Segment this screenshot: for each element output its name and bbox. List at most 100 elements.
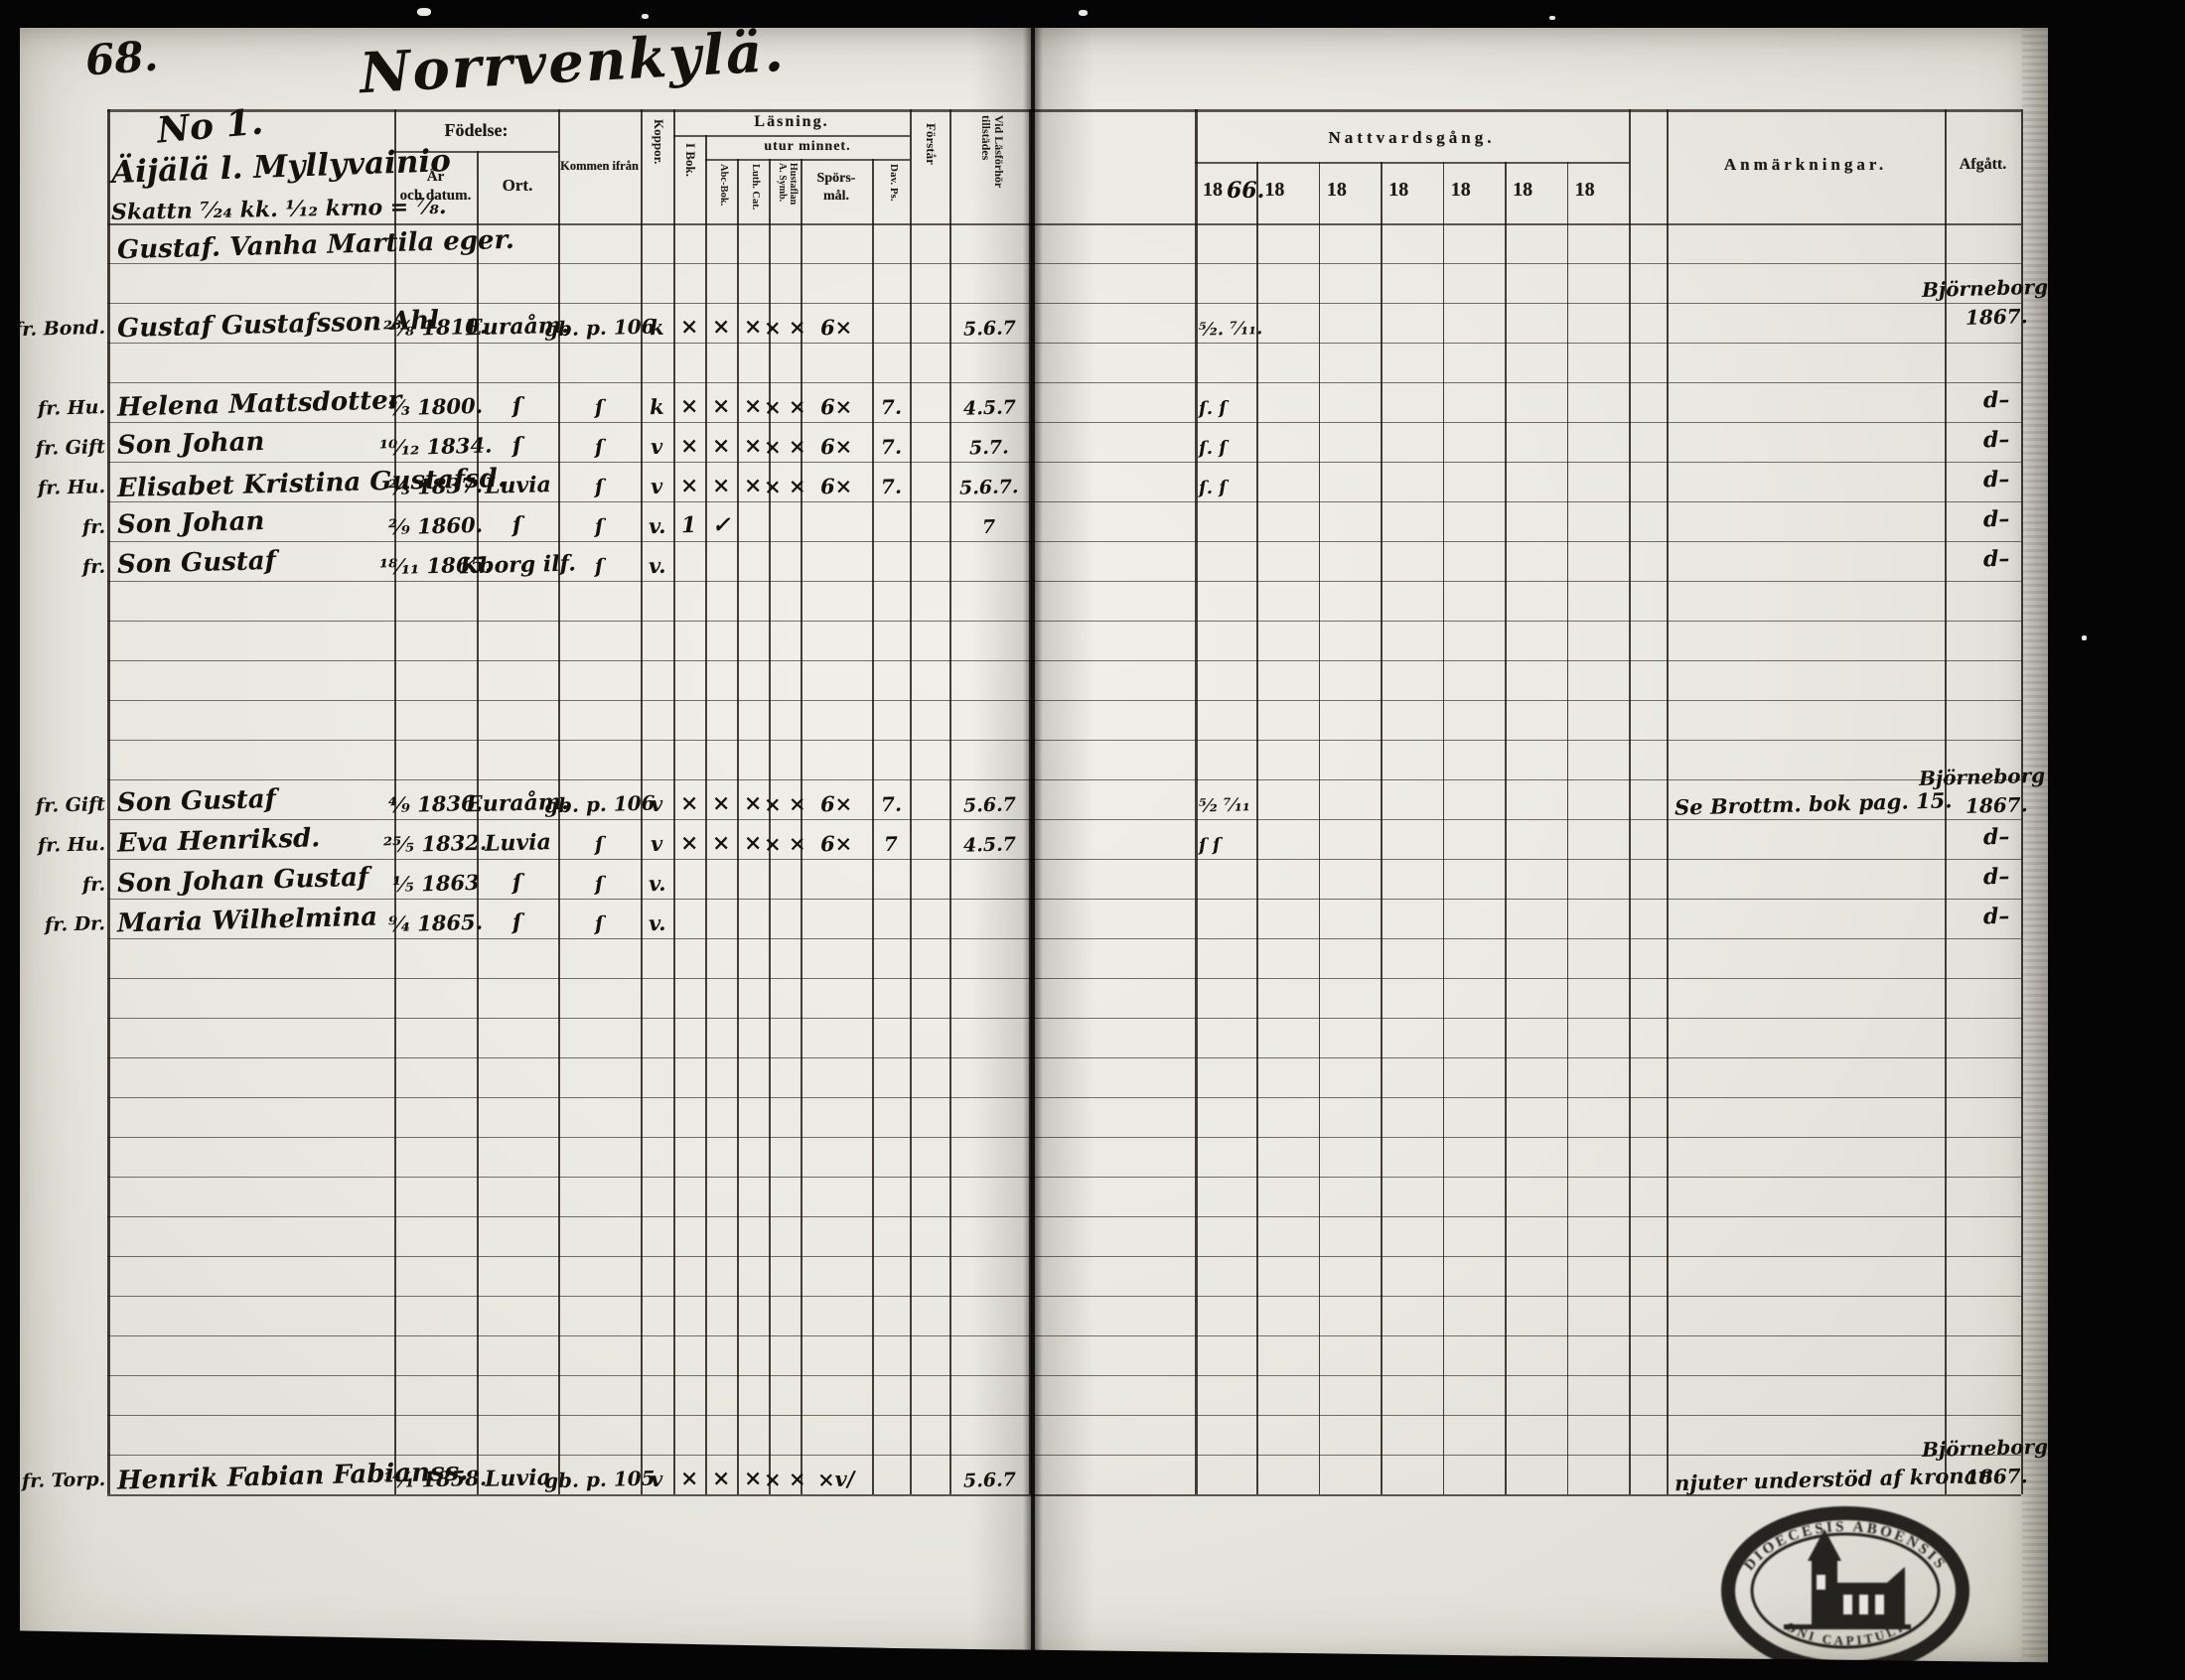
col-header-fodelse: Födelse: bbox=[444, 119, 509, 140]
row-prefix: fr. Hu. bbox=[26, 382, 106, 422]
handwritten-text: 1 bbox=[681, 511, 697, 539]
handwritten-text: × × bbox=[763, 1466, 806, 1492]
cell-abc: × bbox=[707, 819, 735, 859]
row-prefix: fr. Torp. bbox=[22, 1455, 106, 1494]
table-line bbox=[872, 159, 874, 1494]
col-header-dav-ps: Dav. Ps. bbox=[888, 164, 900, 202]
cell-birth: ²⁵⁄₅ 1832. bbox=[383, 819, 488, 859]
handwritten-text: v bbox=[651, 433, 663, 460]
table-line bbox=[107, 109, 110, 1494]
handwritten-text: 1867. bbox=[1965, 1463, 2029, 1489]
handwritten-text: 1867. bbox=[1965, 791, 2029, 818]
table-line bbox=[1256, 162, 1258, 1494]
cell-name: Maria Wilhelmina bbox=[109, 899, 392, 939]
scan-speck bbox=[642, 14, 649, 19]
year-printed: 18 bbox=[1326, 179, 1347, 201]
cell-ibok: × bbox=[675, 303, 703, 343]
handwritten-text: d– bbox=[1982, 823, 2010, 850]
handwritten-text: ¹⁴⁄₁ 1858. bbox=[383, 1465, 488, 1493]
handwritten-text: v. bbox=[648, 910, 666, 936]
row-prefix: fr. Dr. bbox=[26, 899, 106, 938]
cell-name: Son Johan bbox=[109, 501, 392, 541]
handwritten-text: ſ. ſ bbox=[1198, 397, 1228, 420]
cell-ort: ſ bbox=[479, 501, 556, 541]
handwritten-text: fr. Hu. bbox=[37, 396, 106, 420]
handwritten-text: × bbox=[743, 313, 763, 341]
handwritten-text: × bbox=[743, 1465, 763, 1492]
church-icon bbox=[1784, 1529, 1911, 1629]
handwritten-text: ſ bbox=[594, 394, 605, 420]
handwritten-text: gb. p. 106 bbox=[543, 790, 656, 818]
table-line bbox=[1505, 162, 1507, 1494]
row-prefix: fr. Gift bbox=[26, 779, 106, 819]
col-header-kommen-ifran: Kommen ifrån bbox=[560, 158, 639, 173]
handwritten-text: d– bbox=[1982, 466, 2010, 492]
handwritten-text: ¹⁰⁄₁₂ 1834. bbox=[378, 432, 493, 461]
table-line bbox=[910, 109, 912, 1494]
cell-hust: × × bbox=[763, 1455, 805, 1494]
table-line bbox=[1195, 162, 1629, 164]
handwritten-text: × × bbox=[763, 790, 806, 817]
handwritten-text: × bbox=[743, 392, 763, 420]
handwritten-text: 6× bbox=[819, 393, 853, 420]
table-line bbox=[1945, 109, 1947, 1494]
table-line bbox=[1381, 162, 1383, 1494]
handwritten-text: Son Johan bbox=[116, 427, 265, 461]
handwritten-text: fr. Torp. bbox=[21, 1468, 106, 1493]
handwritten-text: 7. bbox=[880, 434, 902, 460]
scan-edge-right bbox=[2048, 0, 2185, 1680]
cell-ort: ſ bbox=[479, 382, 556, 422]
handwritten-text: ⁹⁄₃ 1800. bbox=[387, 392, 484, 421]
cell-ort: ſ bbox=[479, 859, 556, 899]
cell-luth: × bbox=[739, 422, 767, 462]
handwritten-text: × bbox=[711, 472, 731, 499]
table-line bbox=[1629, 109, 1631, 1494]
handwritten-text: ſ bbox=[511, 432, 523, 460]
handwritten-text: ✓ bbox=[711, 511, 731, 539]
handwritten-text: d– bbox=[1982, 426, 2010, 453]
cell-abc: × bbox=[707, 303, 735, 343]
handwritten-text: 6× bbox=[819, 473, 853, 499]
scan-edge-left bbox=[0, 0, 20, 1680]
cell-koppor: v. bbox=[643, 899, 671, 938]
cell-ibok: × bbox=[675, 422, 703, 462]
handwritten-text: ſ bbox=[594, 831, 605, 857]
cell-abc: × bbox=[707, 422, 735, 462]
cell-nattvardsgang: ⁵⁄₂ ⁷⁄₁₁ bbox=[1199, 779, 1300, 819]
cell-birth: ¹⁰⁄₁₂ 1834. bbox=[379, 422, 493, 462]
handwritten-text: × × bbox=[763, 830, 806, 857]
cell-davps: 7. bbox=[874, 462, 908, 501]
handwritten-text: Eva Henriksd. bbox=[116, 823, 321, 859]
year-column-header: 18 bbox=[1513, 167, 1564, 216]
archive-seal: DIOECESIS ABOENSIS ONI CAPITULI bbox=[1721, 1506, 1969, 1675]
handwritten-text: fr. Hu. bbox=[37, 476, 106, 499]
year-printed: 18 bbox=[1450, 179, 1471, 201]
cell-ort: ſ bbox=[479, 422, 556, 462]
col-header-i-bok: I Bok. bbox=[683, 143, 698, 177]
cell-davps: 7. bbox=[874, 779, 908, 819]
handwritten-text: × bbox=[711, 789, 731, 817]
table-line bbox=[394, 109, 396, 1494]
cell-from: ſ bbox=[560, 859, 639, 899]
col-header-forstar: Förstår bbox=[924, 123, 939, 165]
cell-koppor: v bbox=[643, 1455, 671, 1494]
year-printed: 18 bbox=[1264, 179, 1285, 201]
year-printed: 18 bbox=[1513, 179, 1533, 201]
cell-anmarkningar: njuter understöd af kronan. bbox=[1675, 1455, 2000, 1496]
row-prefix: fr. Hu. bbox=[26, 462, 106, 501]
handwritten-text: Luvia bbox=[484, 1465, 551, 1492]
cell-from: ſ bbox=[560, 501, 639, 541]
handwritten-text: v bbox=[651, 790, 663, 817]
cell-ibok: × bbox=[675, 819, 703, 859]
cell-nattvardsgang: ſ. ſ bbox=[1199, 462, 1300, 501]
col-header-utur-minnet: utur minnet. bbox=[764, 139, 851, 154]
handwritten-text: Luvia bbox=[484, 829, 551, 857]
handwritten-text: ⁵⁄₂. ⁷⁄₁₁. bbox=[1198, 318, 1263, 341]
col-header-koppor: Koppor. bbox=[652, 119, 666, 165]
year-column-header: 18 bbox=[1264, 167, 1316, 216]
cell-ort: Kborg ilf. bbox=[459, 541, 576, 581]
table-line bbox=[737, 159, 739, 1494]
page-fold-line bbox=[1031, 28, 1035, 1668]
handwritten-text: 6× bbox=[819, 790, 853, 817]
